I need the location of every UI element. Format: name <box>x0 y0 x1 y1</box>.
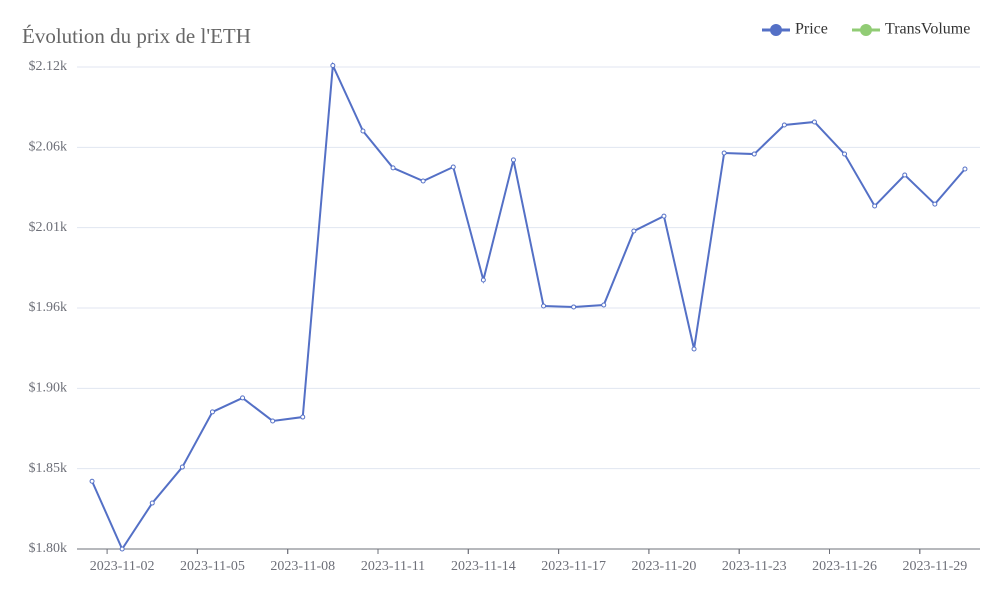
point <box>541 303 547 309</box>
y-tick-label: $1.90k <box>29 381 68 396</box>
chart-title: Évolution du prix de l'ETH <box>22 24 251 48</box>
point <box>601 302 607 308</box>
point <box>330 62 336 68</box>
point <box>842 151 848 157</box>
y-tick-label: $1.85k <box>29 461 68 476</box>
y-tick-label: $1.80k <box>29 541 68 556</box>
y-tick-label: $1.96k <box>29 300 68 315</box>
x-tick-label: 2023-11-26 <box>812 559 877 574</box>
point <box>661 213 667 219</box>
point <box>450 164 456 170</box>
point <box>751 151 757 157</box>
point <box>811 119 817 125</box>
point <box>872 203 878 209</box>
legend-marker <box>860 24 872 36</box>
point <box>962 166 968 172</box>
legend-label[interactable]: TransVolume <box>885 21 970 38</box>
y-tick-label: $2.12k <box>29 59 68 74</box>
x-tick-label: 2023-11-02 <box>90 559 155 574</box>
point <box>571 304 577 310</box>
point <box>270 418 276 424</box>
point <box>932 201 938 207</box>
y-tick-label: $2.06k <box>29 140 68 155</box>
x-tick-label: 2023-11-29 <box>902 559 967 574</box>
point <box>902 172 908 178</box>
point <box>631 228 637 234</box>
point <box>360 128 366 134</box>
point <box>149 500 155 506</box>
x-tick-label: 2023-11-17 <box>541 559 606 574</box>
x-tick-label: 2023-11-05 <box>180 559 245 574</box>
y-tick-label: $2.01k <box>29 220 68 235</box>
legend-marker <box>770 24 782 36</box>
point <box>510 157 516 163</box>
line <box>91 61 966 552</box>
x-tick-label: 2023-11-14 <box>451 559 516 574</box>
x-tick-label: 2023-11-20 <box>632 559 697 574</box>
x-tick-label: 2023-11-08 <box>270 559 335 574</box>
point <box>390 165 396 171</box>
legend-label[interactable]: Price <box>795 21 828 38</box>
x-tick-label: 2023-11-23 <box>722 559 787 574</box>
point <box>179 464 185 470</box>
point <box>119 546 125 552</box>
point <box>89 478 95 484</box>
point <box>781 122 787 128</box>
x-tick-label: 2023-11-11 <box>361 559 425 574</box>
point <box>209 409 215 415</box>
point <box>480 277 486 283</box>
point <box>240 395 246 401</box>
point <box>721 150 727 156</box>
point <box>420 178 426 184</box>
point <box>691 346 697 352</box>
point <box>300 414 306 420</box>
